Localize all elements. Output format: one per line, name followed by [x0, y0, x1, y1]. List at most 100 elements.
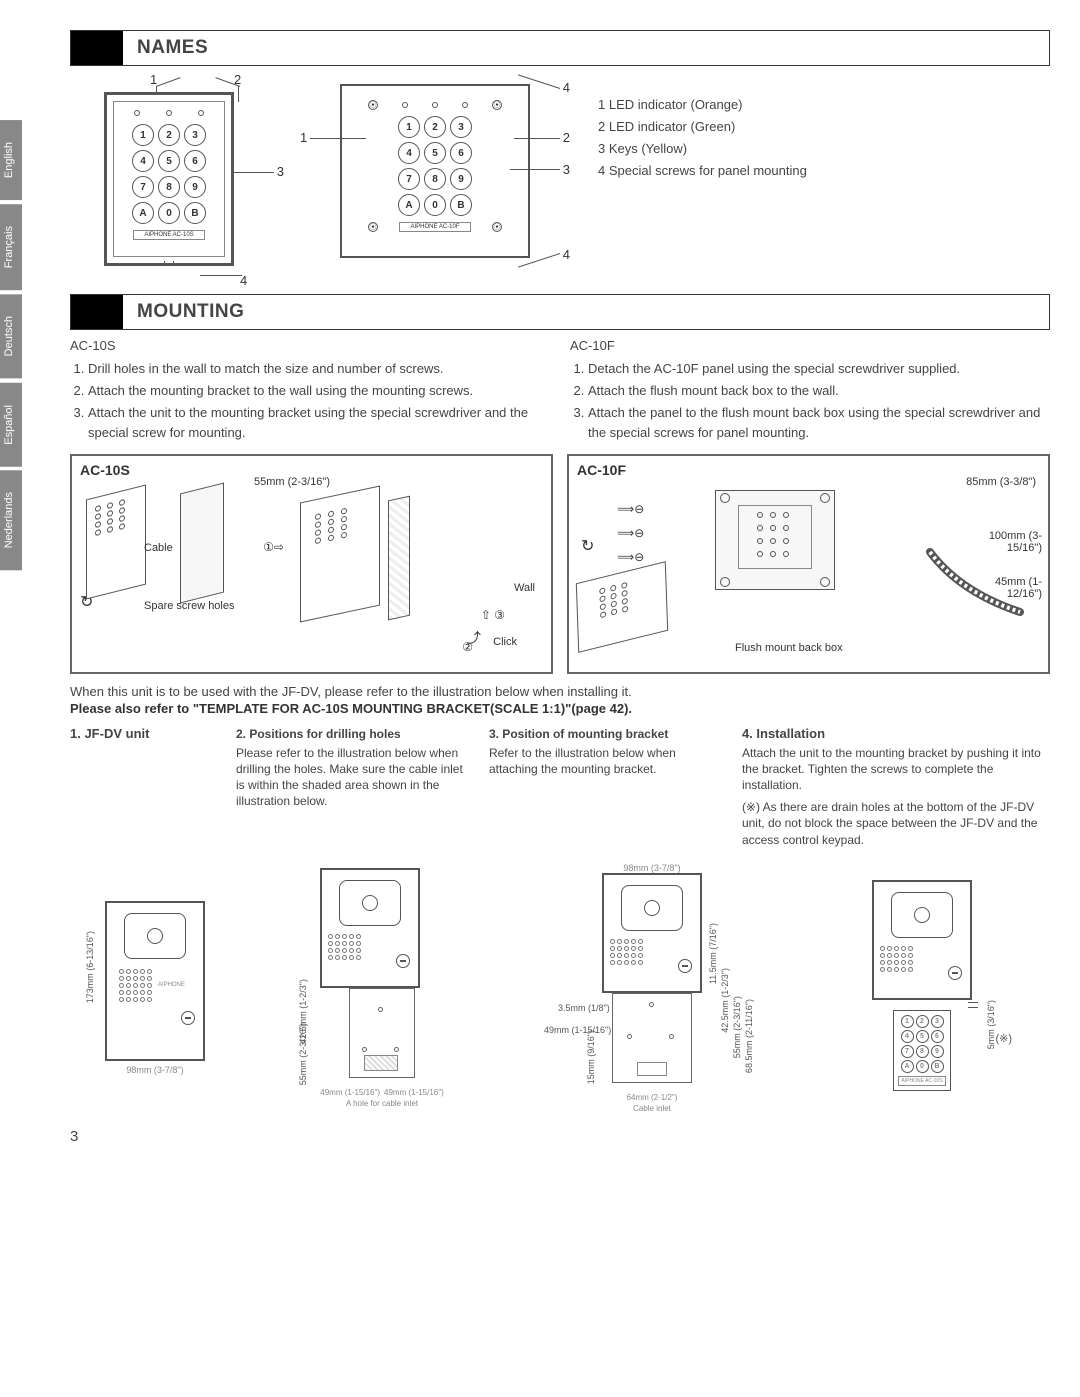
keypad-key: 7 — [132, 176, 154, 198]
callout-2: 2 — [563, 130, 570, 145]
lang-tab-francais[interactable]: Français — [0, 204, 22, 290]
legend-item: 4 Special screws for panel mounting — [598, 160, 807, 182]
screw-side-icon: ⟹⊖ — [617, 502, 644, 516]
keypad-key: 8 — [424, 168, 446, 190]
jfdv-unit-drawing — [602, 873, 702, 993]
screw-side-icon: ⟹⊖ — [617, 550, 644, 564]
dimension-label: 15mm (9/16") — [586, 1030, 596, 1084]
flush-box-label: Flush mount back box — [735, 642, 843, 654]
mounting-step: Attach the mounting bracket to the wall … — [88, 381, 550, 401]
led-indicator-icon — [462, 102, 468, 108]
keypad-key: A — [132, 202, 154, 224]
lang-tab-english[interactable]: English — [0, 120, 22, 200]
dimension-label: 64mm (2-1/2") — [602, 1093, 702, 1102]
language-tabs: English Français Deutsch Español Nederla… — [0, 120, 22, 571]
bracket-drawing — [612, 993, 692, 1083]
jf-col-note: (※) As there are drain holes at the bott… — [742, 799, 1050, 848]
header-block-icon — [71, 31, 123, 65]
step-marker: ⇧ ③ — [481, 608, 505, 622]
section-title: NAMES — [123, 37, 208, 59]
keypad-key: 0 — [424, 194, 446, 216]
mounting-step: Attach the flush mount back box to the w… — [588, 381, 1050, 401]
mounting-step: Attach the unit to the mounting bracket … — [88, 403, 550, 443]
call-button-icon — [948, 966, 962, 980]
jf-note-line1: When this unit is to be used with the JF… — [70, 684, 1050, 699]
jf-col-body: Refer to the illustration below when att… — [489, 745, 726, 777]
call-button-icon — [678, 959, 692, 973]
mounting-illustrations: AC-10S ↻ — [70, 454, 1050, 674]
jfdv-columns: 1. JF-DV unit 2. Positions for drilling … — [70, 726, 1050, 848]
section-header-names: NAMES — [70, 30, 1050, 66]
note-marker: (※) — [995, 1032, 1012, 1045]
mounting-col-ac10s: AC-10S Drill holes in the wall to match … — [70, 338, 550, 446]
spare-holes-label: Spare screw holes — [144, 600, 264, 612]
camera-icon — [124, 913, 186, 959]
dimension-label: 3.5mm (1/8") — [558, 1003, 610, 1013]
jfdv-unit-drawing — [872, 880, 972, 1000]
jf-col-title: 2. Positions for drilling holes — [236, 727, 401, 741]
mounting-subtitle: AC-10F — [570, 338, 1050, 353]
dimension-label: 100mm (3-15/16") — [978, 530, 1042, 554]
keypad-key: 8 — [158, 176, 180, 198]
camera-icon — [339, 880, 401, 926]
dimension-label: 42.5mm (1-2/3") — [720, 968, 730, 1033]
keypad-brand-label: AIPHONE AC-10S — [133, 230, 204, 240]
jf-illus-2: 42.5mm (1-2/3") 55mm (2-3/16") 49mm (1-1… — [254, 858, 510, 1118]
screw-side-icon: ⟹⊖ — [617, 526, 644, 540]
dimension-label: 98mm (3-7/8") — [105, 1065, 205, 1075]
mounting-step: Detach the AC-10F panel using the specia… — [588, 359, 1050, 379]
diagram-ac10s: 1 2 3 4 1 2 3 — [70, 74, 280, 284]
legend-item: 2 LED indicator (Green) — [598, 116, 807, 138]
screw-icon — [720, 493, 730, 503]
names-body: 1 2 3 4 1 2 3 — [70, 74, 1050, 284]
screw-icon — [820, 493, 830, 503]
cable-inlet-note: Cable inlet — [602, 1104, 702, 1113]
camera-icon — [621, 885, 683, 931]
keypad-key: 5 — [424, 142, 446, 164]
jf-col-4: 4. Installation Attach the unit to the m… — [742, 726, 1050, 848]
mounting-screw-icon — [164, 261, 174, 265]
keypad-key: 9 — [184, 176, 206, 198]
names-legend: 1 LED indicator (Orange) 2 LED indicator… — [590, 94, 807, 182]
dimension-label: 173mm (6-13/16") — [85, 931, 95, 1003]
jf-col-body: Please refer to the illustration below w… — [236, 745, 473, 810]
jf-illus-3: 98mm (3-7/8") 3.5mm (1/8") 49mm (1-15/16… — [524, 858, 780, 1118]
led-indicator-icon — [198, 110, 204, 116]
jf-col-3: 3. Position of mounting bracket Refer to… — [489, 726, 726, 848]
dimension-label: 85mm (3-3/8") — [966, 476, 1036, 488]
keypad-brand-label: AIPHONE AC-10F — [399, 222, 470, 232]
dimension-label: 11.5mm (7/16") — [708, 923, 718, 984]
jfdv-unit-drawing — [320, 868, 420, 988]
jfdv-illustrations: AIPHONE 173mm (6-13/16") 98mm (3-7/8") — [70, 858, 1050, 1118]
page-content: NAMES 1 2 3 4 1 — [70, 30, 1050, 1145]
mounting-steps: Drill holes in the wall to match the siz… — [70, 359, 550, 444]
access-keypad-drawing: 123 456 789 A0B AIPHONE AC-10S — [893, 1010, 951, 1091]
dimension-label: 68.5mm (2-11/16") — [744, 999, 754, 1073]
jf-col-title: 1. JF-DV unit — [70, 726, 220, 741]
dimension-label: 49mm (1-15/16") — [384, 1088, 444, 1097]
cable-label: Cable — [144, 542, 173, 554]
lang-tab-deutsch[interactable]: Deutsch — [0, 294, 22, 378]
keypad-key: 9 — [450, 168, 472, 190]
click-label: Click — [493, 636, 517, 648]
keypad-grid: 1 2 3 4 5 6 7 8 9 A 0 B — [124, 124, 214, 224]
jf-illus-1: AIPHONE 173mm (6-13/16") 98mm (3-7/8") — [70, 858, 240, 1118]
jf-col-title: 4. Installation — [742, 726, 1050, 741]
dimension-label: 98mm (3-7/8") — [602, 863, 702, 873]
page-number: 3 — [70, 1128, 1050, 1145]
dimension-label: 49mm (1-15/16") — [320, 1088, 380, 1097]
screw-icon — [720, 577, 730, 587]
rotate-arrow-icon: ↻ — [581, 536, 594, 556]
call-button-icon — [181, 1011, 195, 1025]
hole-note: A hole for cable inlet — [320, 1099, 444, 1108]
lang-tab-nederlands[interactable]: Nederlands — [0, 470, 22, 570]
callout-4: 4 — [563, 80, 570, 95]
lang-tab-espanol[interactable]: Español — [0, 383, 22, 467]
illus-ac10s: AC-10S ↻ — [70, 454, 553, 674]
callout-4: 4 — [563, 247, 570, 262]
camera-icon — [891, 892, 953, 938]
callout-3: 3 — [277, 164, 284, 179]
mounting-step: Drill holes in the wall to match the siz… — [88, 359, 550, 379]
led-indicator-icon — [134, 110, 140, 116]
mounting-subtitle: AC-10S — [70, 338, 550, 353]
